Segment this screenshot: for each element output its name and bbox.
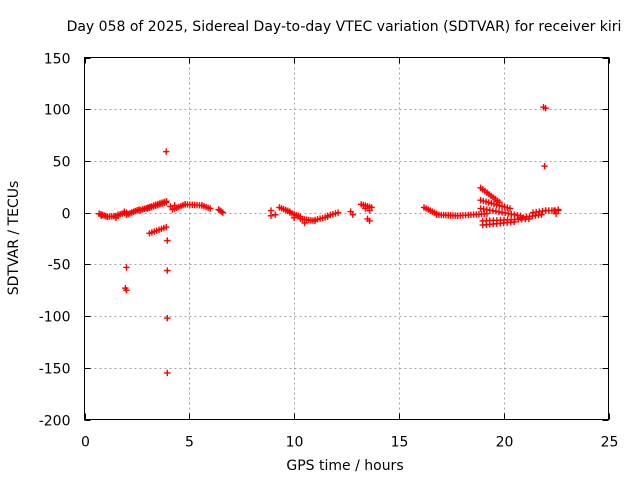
data-point: [123, 264, 130, 271]
data-point: [164, 237, 171, 244]
data-point: [542, 104, 549, 112]
data-point: [164, 369, 171, 377]
x-axis-label: GPS time / hours: [286, 458, 403, 474]
x-tick-label: 15: [391, 435, 409, 451]
data-point: [171, 202, 178, 209]
data-point: [112, 214, 120, 222]
y-tick-label: 100: [44, 103, 71, 119]
data-point: [554, 206, 562, 213]
data-point: [98, 212, 105, 219]
plot-frame: [84, 57, 609, 420]
data-point: [506, 205, 514, 212]
data-point: [219, 209, 227, 216]
y-tick-label: 50: [53, 155, 71, 171]
y-axis-label: SDTVAR / TECUs: [6, 181, 22, 296]
data-point: [366, 217, 373, 225]
data-point: [510, 218, 518, 226]
data-point: [362, 205, 369, 212]
data-point: [164, 314, 171, 322]
data-point: [301, 219, 308, 227]
grid: [84, 57, 609, 420]
x-tick-label: 0: [81, 435, 90, 451]
data-point: [121, 208, 128, 215]
data-point: [541, 162, 548, 170]
data-point: [207, 205, 214, 212]
y-tick-label: -200: [39, 414, 71, 430]
data-point: [552, 210, 560, 217]
y-tick-label: -50: [48, 258, 71, 274]
chart-title: Day 058 of 2025, Sidereal Day-to-day VTE…: [67, 19, 622, 35]
data-point: [272, 211, 279, 218]
data-point: [163, 148, 170, 155]
data-point: [290, 214, 298, 222]
data-point: [163, 223, 170, 231]
data-point: [167, 203, 174, 210]
data-point: [334, 209, 342, 216]
y-tick-label: 150: [44, 52, 71, 68]
data-point: [218, 208, 225, 215]
data-points: [95, 103, 562, 377]
axis-ticks: 0 5 10 15 20 25 150 100 50 0 -50 -100 -150 -200: [39, 52, 619, 451]
data-point: [123, 287, 130, 294]
y-tick-label: 0: [62, 207, 71, 223]
x-tick-label: 20: [496, 435, 514, 451]
x-tick-label: 5: [185, 435, 194, 451]
x-tick-label: 10: [286, 435, 304, 451]
x-tick-label: 25: [601, 435, 619, 451]
data-point: [163, 198, 170, 205]
data-point: [267, 212, 275, 219]
data-point: [366, 207, 373, 214]
data-point: [347, 208, 354, 215]
data-point: [164, 267, 171, 274]
y-tick-label: -100: [39, 310, 71, 326]
y-tick-label: -150: [39, 362, 71, 378]
